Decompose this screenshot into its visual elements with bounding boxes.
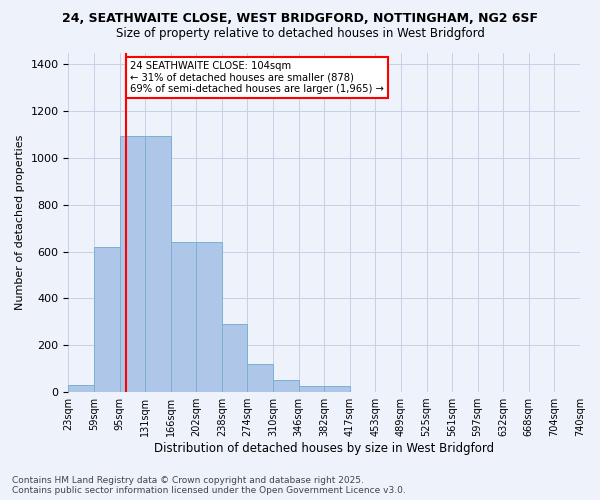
Bar bbox=[299, 386, 324, 392]
Bar bbox=[94, 247, 119, 392]
Y-axis label: Number of detached properties: Number of detached properties bbox=[15, 134, 25, 310]
Bar bbox=[145, 136, 171, 392]
Text: Contains HM Land Registry data © Crown copyright and database right 2025.
Contai: Contains HM Land Registry data © Crown c… bbox=[12, 476, 406, 495]
Bar bbox=[119, 136, 145, 392]
Bar bbox=[273, 380, 299, 392]
Text: Size of property relative to detached houses in West Bridgford: Size of property relative to detached ho… bbox=[116, 28, 484, 40]
Bar bbox=[247, 364, 273, 392]
Bar bbox=[171, 242, 196, 392]
Bar bbox=[324, 386, 350, 392]
Bar bbox=[196, 242, 222, 392]
Bar bbox=[68, 385, 94, 392]
Text: 24, SEATHWAITE CLOSE, WEST BRIDGFORD, NOTTINGHAM, NG2 6SF: 24, SEATHWAITE CLOSE, WEST BRIDGFORD, NO… bbox=[62, 12, 538, 26]
X-axis label: Distribution of detached houses by size in West Bridgford: Distribution of detached houses by size … bbox=[154, 442, 494, 455]
Text: 24 SEATHWAITE CLOSE: 104sqm
← 31% of detached houses are smaller (878)
69% of se: 24 SEATHWAITE CLOSE: 104sqm ← 31% of det… bbox=[130, 60, 383, 94]
Bar bbox=[222, 324, 247, 392]
